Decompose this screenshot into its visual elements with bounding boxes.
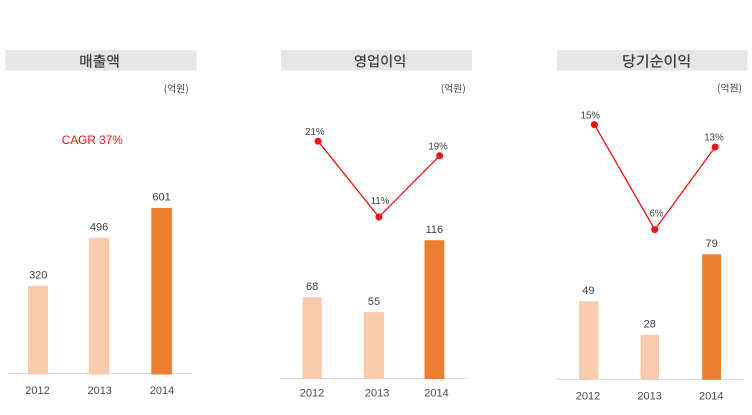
svg-text:2014: 2014 [699,390,723,402]
svg-text:2012: 2012 [25,385,49,397]
svg-text:19%: 19% [428,142,448,153]
svg-text:2013: 2013 [87,385,111,397]
svg-text:116: 116 [426,224,444,236]
svg-text:601: 601 [152,191,170,203]
svg-text:49: 49 [582,285,594,297]
svg-text:11%: 11% [371,196,390,207]
svg-text:320: 320 [29,269,47,281]
svg-text:2014: 2014 [424,388,448,400]
svg-text:6%: 6% [649,209,663,220]
svg-text:13%: 13% [704,133,724,144]
svg-text:15%: 15% [581,111,601,122]
svg-text:2014: 2014 [150,385,174,397]
svg-text:2013: 2013 [637,390,661,402]
svg-text:21%: 21% [305,127,325,138]
svg-text:2012: 2012 [576,390,600,402]
svg-text:2012: 2012 [300,388,324,400]
svg-text:CAGR 37%: CAGR 37% [62,133,123,147]
svg-text:68: 68 [306,281,318,293]
svg-text:79: 79 [705,238,717,250]
svg-text:55: 55 [368,296,380,308]
svg-text:496: 496 [90,221,108,233]
svg-text:2013: 2013 [365,388,389,400]
svg-text:28: 28 [644,318,656,330]
